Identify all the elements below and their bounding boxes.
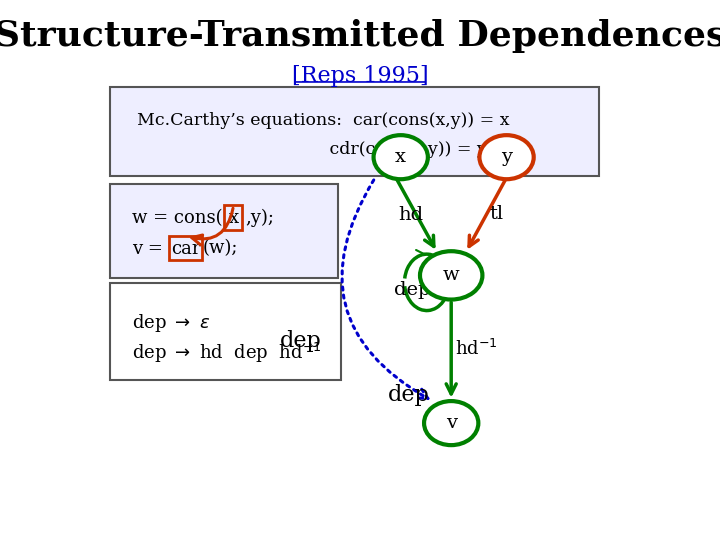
Text: dep: dep: [395, 281, 431, 299]
Text: Mc.Carthy’s equations:  car(cons(x,y)) = x: Mc.Carthy’s equations: car(cons(x,y)) = …: [138, 112, 510, 129]
Text: [Reps 1995]: [Reps 1995]: [292, 64, 428, 86]
Text: hd: hd: [398, 206, 423, 224]
Text: w: w: [443, 266, 459, 285]
Text: v: v: [446, 414, 456, 432]
Text: car: car: [171, 240, 200, 258]
FancyBboxPatch shape: [110, 184, 338, 278]
Text: x: x: [228, 209, 238, 227]
Text: dep: dep: [388, 383, 430, 406]
Text: v =: v =: [132, 240, 168, 258]
FancyBboxPatch shape: [110, 87, 599, 176]
Text: dep $\rightarrow$ hd  dep  hd$^{-1}$: dep $\rightarrow$ hd dep hd$^{-1}$: [132, 341, 322, 366]
Text: cdr(cons(x,y)) = y: cdr(cons(x,y)) = y: [138, 140, 487, 158]
Text: w = cons(: w = cons(: [132, 209, 222, 227]
Text: y: y: [501, 148, 512, 166]
Text: hd$^{-1}$: hd$^{-1}$: [455, 339, 498, 359]
Text: (w);: (w);: [202, 240, 238, 258]
Text: tl: tl: [490, 205, 504, 222]
Text: x: x: [395, 148, 406, 166]
Text: ,y);: ,y);: [245, 209, 274, 227]
Ellipse shape: [374, 135, 428, 179]
Text: dep $\rightarrow$ $\varepsilon$: dep $\rightarrow$ $\varepsilon$: [132, 312, 210, 334]
Text: dep: dep: [279, 330, 321, 352]
Text: Structure-Transmitted Dependences: Structure-Transmitted Dependences: [0, 19, 720, 53]
Ellipse shape: [424, 401, 478, 445]
Ellipse shape: [420, 251, 482, 300]
Ellipse shape: [480, 135, 534, 179]
FancyBboxPatch shape: [110, 284, 341, 380]
